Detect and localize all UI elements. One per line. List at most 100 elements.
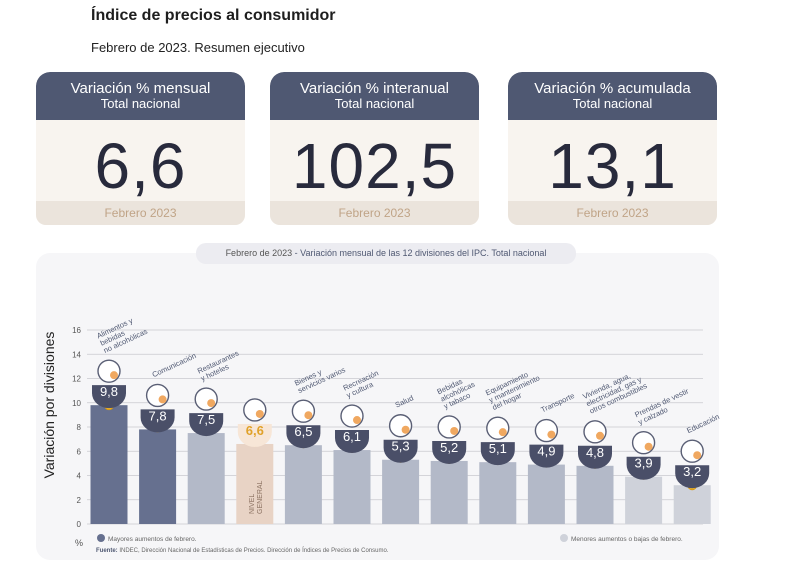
division-icon (534, 418, 559, 443)
card-monthly-subtitle: Total nacional (100, 96, 181, 111)
card-cumulative-header: Variación % acumulada Total nacional (508, 72, 717, 120)
card-cumulative-footer: Febrero 2023 (508, 201, 717, 225)
division-icon (583, 420, 607, 444)
value-badge (432, 440, 467, 464)
chart-title: Febrero de 2023 - Variación mensual de l… (196, 243, 576, 264)
legend-low-marker (560, 534, 568, 542)
value-label: 5,1 (489, 441, 507, 456)
category-label: Bienes yservicios varios (293, 358, 347, 395)
y-tick-label: 0 (77, 520, 82, 529)
bar-0 (90, 405, 128, 524)
y-tick-label: 6 (77, 447, 82, 456)
value-badge (480, 442, 515, 466)
card-monthly-title: Variación % mensual (70, 80, 211, 97)
value-label: 4,8 (586, 445, 604, 460)
division-icon (97, 359, 121, 383)
division-icon (194, 387, 218, 411)
card-yearly-subtitle: Total nacional (334, 96, 415, 111)
source-note: Fuente: INDEC, Dirección Nacional de Est… (96, 547, 389, 554)
value-badge (335, 430, 369, 454)
y-tick-label: 2 (77, 496, 82, 505)
division-icon (145, 383, 170, 408)
value-label: 4,9 (537, 444, 555, 459)
bar-7 (430, 460, 468, 524)
division-icon-accent (693, 451, 702, 460)
y-tick-label: 10 (72, 399, 81, 408)
bar-2 (187, 433, 225, 524)
bar-10 (576, 465, 614, 524)
value-label: 7,8 (149, 408, 167, 423)
value-label: 3,9 (635, 456, 653, 471)
card-yearly-footer: Febrero 2023 (270, 201, 479, 225)
division-icon (340, 404, 364, 428)
value-label: 6,5 (294, 424, 312, 439)
value-badge (529, 444, 564, 468)
category-label: Bebidasalcohólicasy tabaco (435, 372, 479, 410)
category-label: Educación (685, 412, 721, 435)
chart-title-date: Febrero de 2023 (225, 248, 293, 258)
division-icon-accent (207, 399, 216, 408)
legend-high-marker (97, 534, 105, 542)
y-tick-label: 8 (77, 423, 82, 432)
card-monthly-value: 6,6 (94, 130, 187, 202)
division-icon-accent (304, 411, 313, 420)
y-tick-label: 12 (72, 375, 81, 384)
bar-8 (479, 462, 517, 524)
chart-title-rest: - Variación mensual de las 12 divisiones… (292, 248, 547, 258)
division-icon-accent (498, 428, 507, 437)
value-label: 5,3 (392, 439, 410, 454)
card-yearly: Variación % interanual Total nacional 10… (270, 72, 479, 225)
value-badge (286, 425, 321, 449)
division-icon (243, 398, 267, 422)
y-tick-label: 16 (72, 326, 81, 335)
y-unit-label: % (75, 538, 83, 548)
page-title: Índice de precios al consumidor (91, 7, 336, 24)
division-icon-accent (255, 409, 264, 418)
division-icon-accent (401, 425, 410, 434)
category-label: Comunicación (151, 351, 198, 379)
value-label: 3,2 (683, 464, 701, 479)
y-tick-label: 14 (72, 350, 81, 359)
general-bar-label-line: GENERAL (257, 480, 264, 514)
category-label-line: Comunicación (151, 351, 198, 379)
value-label: 9,8 (100, 384, 118, 399)
division-icon (631, 431, 656, 455)
value-badge (92, 385, 126, 409)
source-text: INDEC, Dirección Nacional de Estadística… (118, 547, 389, 554)
bar-11 (625, 476, 663, 524)
bar-5 (333, 450, 371, 524)
division-icon-accent (158, 395, 167, 404)
card-cumulative: Variación % acumulada Total nacional 13,… (508, 72, 717, 225)
division-icon-accent (110, 371, 118, 380)
value-label: 7,5 (197, 412, 215, 427)
value-label: 5,2 (440, 440, 458, 455)
card-yearly-value: 102,5 (291, 130, 458, 202)
card-cumulative-value: 13,1 (548, 130, 677, 202)
value-badge (383, 439, 418, 463)
division-icon (388, 414, 413, 438)
division-icon (291, 399, 316, 423)
division-icon (437, 415, 461, 439)
card-monthly-header: Variación % mensual Total nacional (36, 72, 245, 120)
bar-12 (673, 485, 711, 524)
bar-9 (527, 464, 565, 524)
category-label-line: Salud (394, 393, 415, 409)
bar-1 (139, 429, 177, 524)
value-badge (578, 445, 612, 469)
card-yearly-header: Variación % interanual Total nacional (270, 72, 479, 120)
bar-3 (236, 443, 274, 524)
value-badge (140, 409, 175, 433)
value-label: 6,6 (246, 423, 264, 438)
y-tick-label: 4 (77, 472, 82, 481)
legend-low-label: Menores aumentos o bajas de febrero. (571, 536, 683, 543)
category-label-line: Educación (685, 412, 721, 435)
value-badge (675, 465, 710, 489)
legend-high-label: Mayores aumentos de febrero. (108, 536, 197, 543)
general-bar-label: NIVELGENERAL (249, 480, 264, 514)
card-cumulative-title: Variación % acumulada (534, 80, 691, 97)
bar-6 (382, 459, 420, 524)
division-icon-accent (547, 430, 556, 439)
value-badge (237, 423, 272, 447)
category-label: Recreacióny cultura (342, 368, 384, 399)
